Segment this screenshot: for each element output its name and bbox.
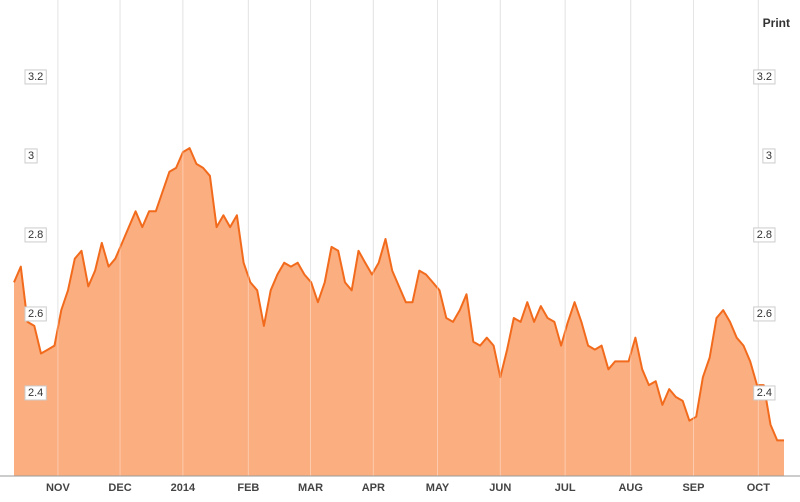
x-tick-label: APR <box>362 482 385 494</box>
x-tick-label: OCT <box>747 482 771 494</box>
tick-label-box <box>762 148 776 164</box>
x-tick-label: AUG <box>618 482 642 494</box>
tick-label-box <box>753 385 776 401</box>
tick-label-box <box>753 69 776 85</box>
x-tick-label: FEB <box>237 482 259 494</box>
y-tick-label-left: 3.2 <box>28 71 43 83</box>
x-tick-label: DEC <box>108 482 131 494</box>
x-tick-label: JUN <box>489 482 511 494</box>
tick-label-box <box>753 306 776 322</box>
x-tick-label: NOV <box>46 482 71 494</box>
x-tick-label: MAR <box>298 482 323 494</box>
y-tick-label-right: 3.2 <box>757 71 772 83</box>
tick-label-box <box>753 227 776 243</box>
tick-label-box <box>24 227 47 243</box>
y-tick-label-left: 3 <box>28 150 34 162</box>
tick-label-box <box>24 148 38 164</box>
y-tick-label-right: 2.8 <box>757 229 772 241</box>
y-tick-label-right: 2.4 <box>757 387 772 399</box>
tick-label-box <box>24 69 47 85</box>
y-tick-label-left: 2.6 <box>28 308 43 320</box>
y-tick-label-left: 2.4 <box>28 387 43 399</box>
y-tick-label-right: 3 <box>766 150 772 162</box>
x-tick-label: SEP <box>682 482 704 494</box>
tick-label-box <box>24 306 47 322</box>
tick-label-box <box>24 385 47 401</box>
x-tick-label: MAY <box>426 482 450 494</box>
y-tick-label-left: 2.8 <box>28 229 43 241</box>
y-tick-label-right: 2.6 <box>757 308 772 320</box>
x-tick-label: JUL <box>555 482 576 494</box>
print-link[interactable]: Print <box>763 16 790 30</box>
area-fill <box>14 148 784 476</box>
x-tick-label: 2014 <box>171 482 196 494</box>
area-line <box>13 147 784 442</box>
